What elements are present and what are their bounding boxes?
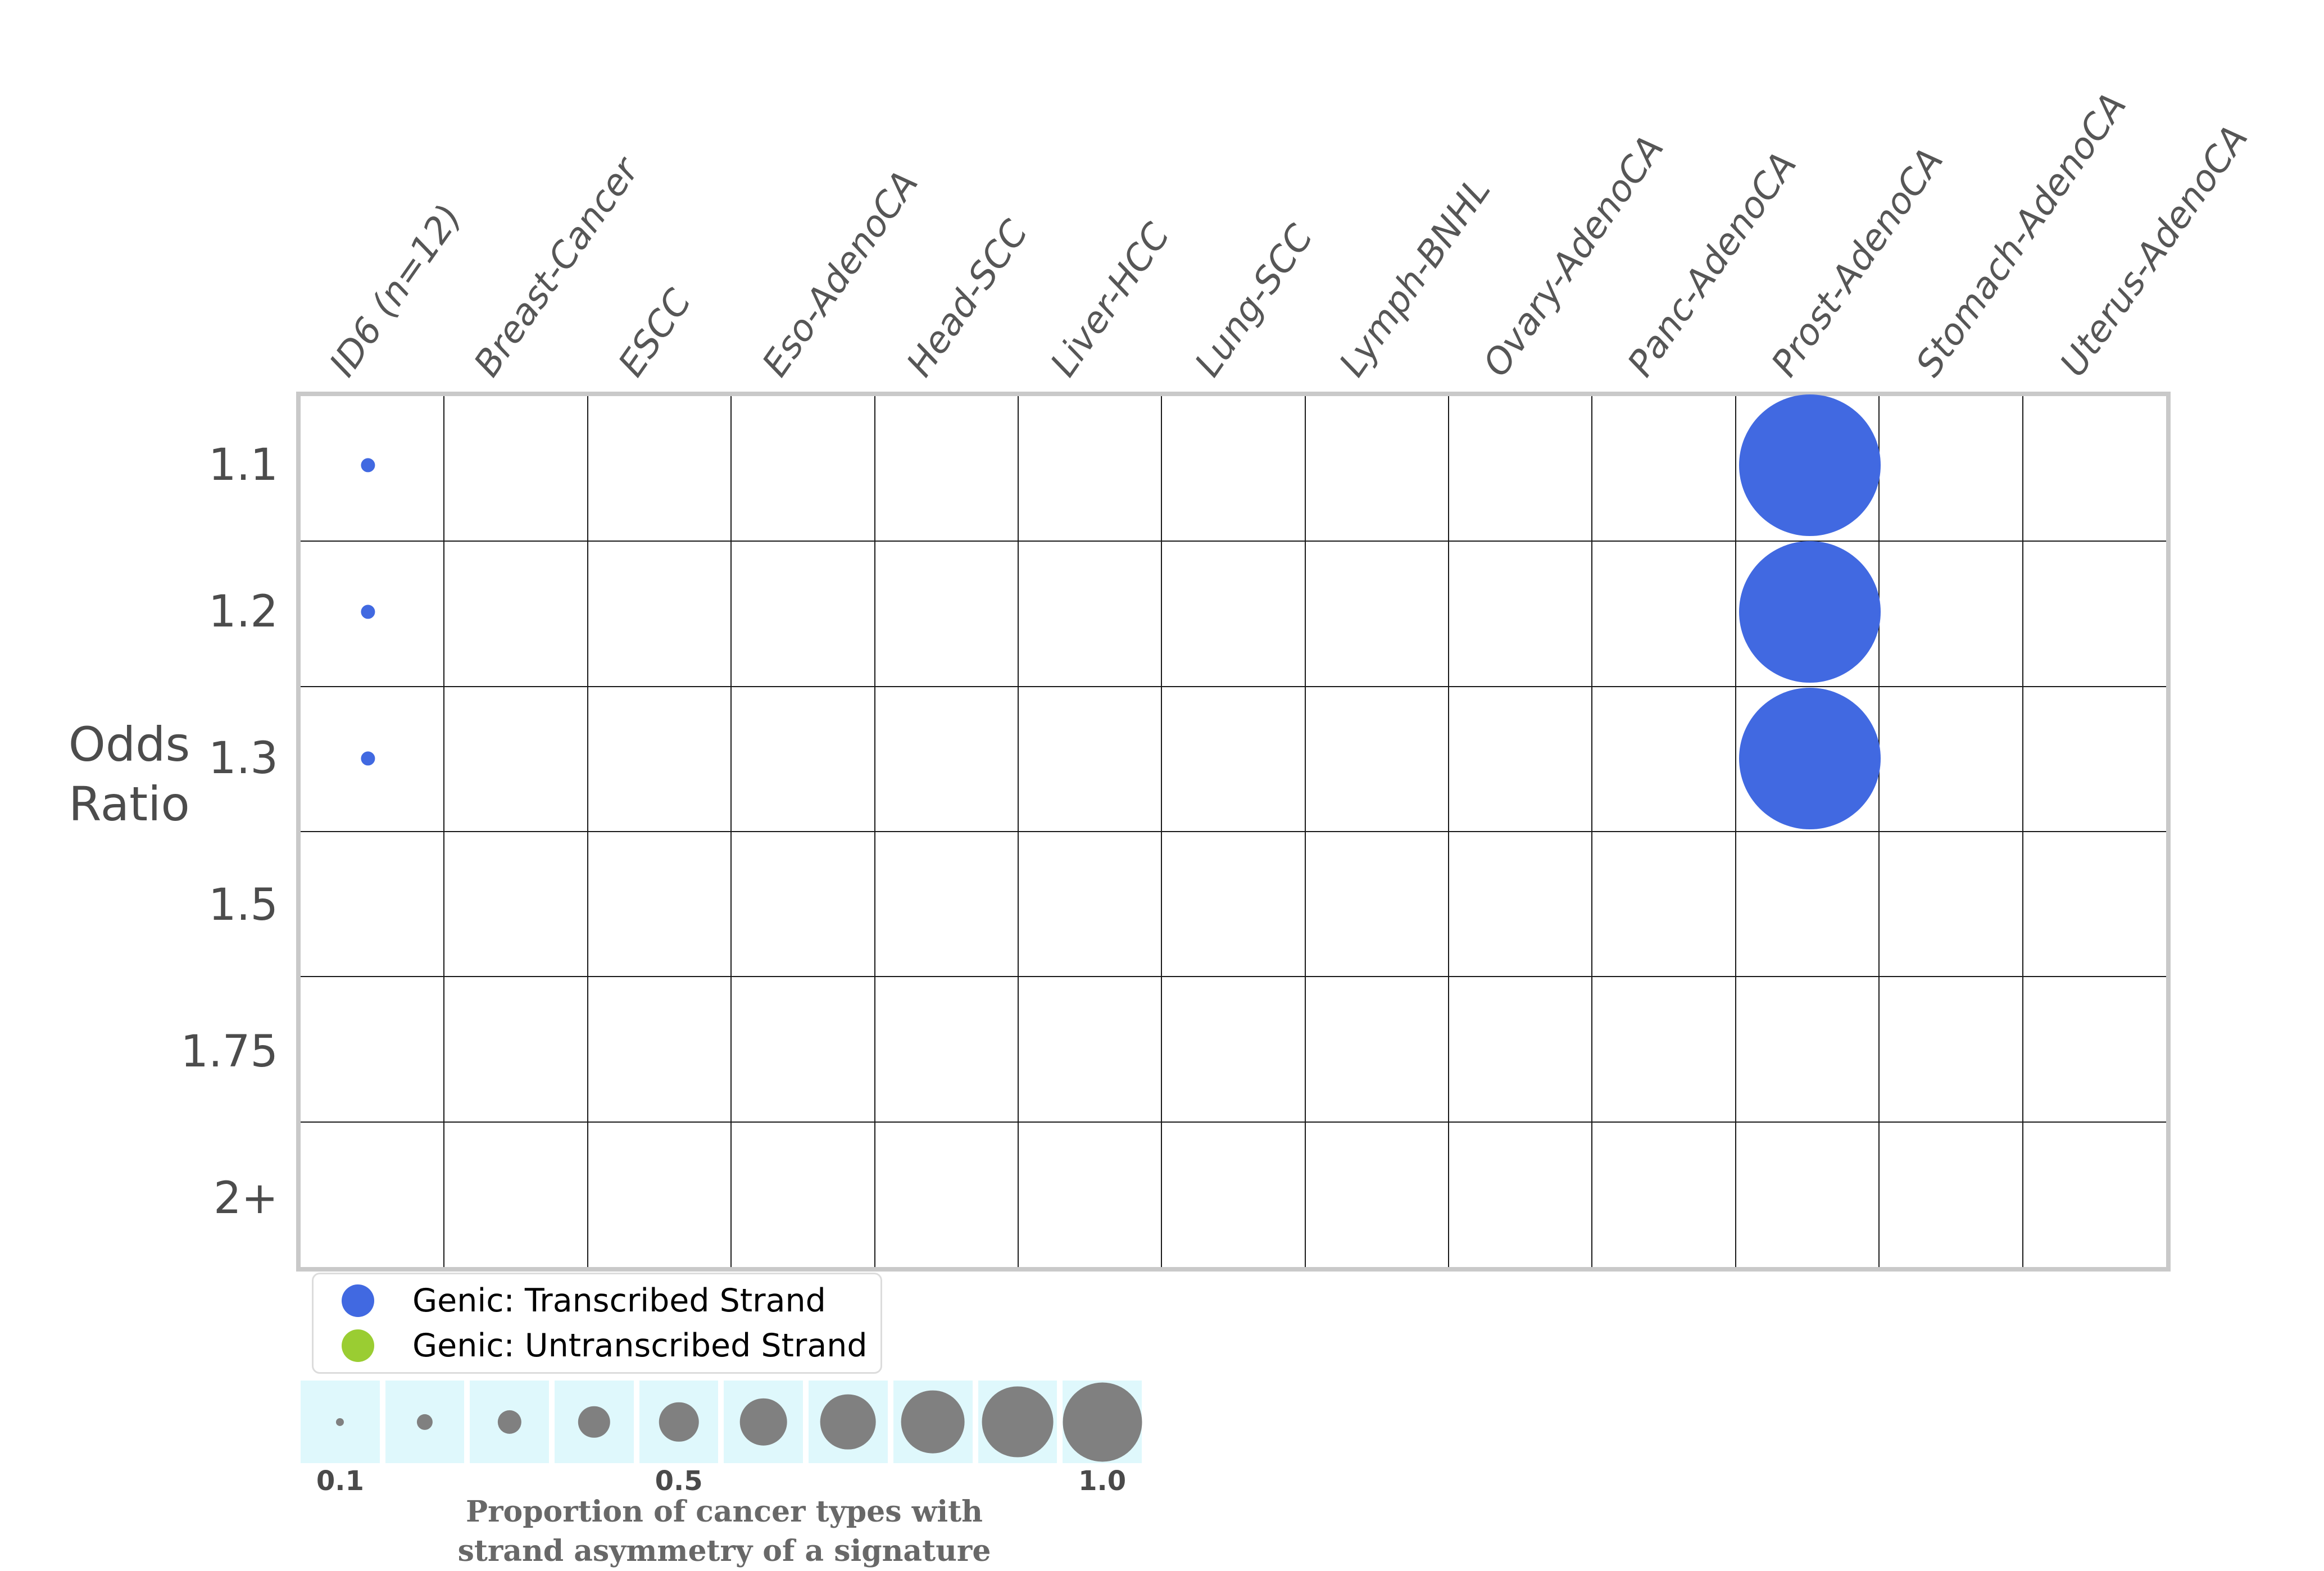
column-header: Lymph-BNHL bbox=[1331, 170, 1499, 384]
size-legend-strip bbox=[301, 1381, 1142, 1463]
column-header: Lung-SCC bbox=[1187, 217, 1322, 384]
size-legend-bubble bbox=[1063, 1382, 1142, 1461]
legend-row: Genic: Transcribed Strand bbox=[314, 1282, 880, 1319]
size-legend-caption: Proportion of cancer types with strand a… bbox=[275, 1492, 1174, 1571]
legend-label: Genic: Transcribed Strand bbox=[412, 1282, 826, 1319]
legend-label: Genic: Untranscribed Strand bbox=[412, 1327, 868, 1364]
size-legend-cell bbox=[639, 1381, 719, 1463]
legend-swatch-icon bbox=[342, 1329, 374, 1362]
legend-swatch-icon bbox=[342, 1284, 374, 1317]
column-header: ID6 (n=12) bbox=[322, 197, 471, 384]
size-legend-cell bbox=[301, 1381, 380, 1463]
column-header: Liver-HCC bbox=[1043, 216, 1178, 384]
data-bubble bbox=[361, 457, 375, 473]
size-legend-cell bbox=[893, 1381, 973, 1463]
size-legend-tick: 0.1 bbox=[316, 1465, 364, 1497]
data-bubble bbox=[1739, 394, 1881, 536]
row-label: 1.5 bbox=[208, 879, 278, 930]
plot-grid bbox=[296, 392, 2171, 1272]
size-legend-cell bbox=[978, 1381, 1057, 1463]
grid-hline bbox=[301, 976, 2166, 978]
size-legend-tick: 1.0 bbox=[1078, 1465, 1127, 1497]
size-legend-cell bbox=[385, 1381, 465, 1463]
size-legend-bubble bbox=[739, 1398, 788, 1446]
size-legend-cell bbox=[724, 1381, 804, 1463]
legend-row: Genic: Untranscribed Strand bbox=[314, 1327, 880, 1364]
size-legend-bubble bbox=[901, 1390, 965, 1454]
column-header: Head-SCC bbox=[898, 212, 1036, 384]
y-axis-title-line2: Ratio bbox=[69, 777, 190, 832]
data-bubble bbox=[1739, 541, 1881, 683]
y-axis-title: Odds Ratio bbox=[22, 715, 236, 834]
size-legend-caption-line2: strand asymmetry of a signature bbox=[457, 1534, 991, 1568]
size-legend-cell bbox=[470, 1381, 550, 1463]
grid-hline bbox=[301, 1121, 2166, 1123]
size-legend-bubble bbox=[820, 1394, 876, 1450]
series-legend: Genic: Transcribed Strand Genic: Untransc… bbox=[312, 1273, 882, 1374]
data-bubble bbox=[361, 751, 375, 766]
grid-hline bbox=[301, 685, 2166, 687]
column-header: ESCC bbox=[610, 281, 700, 384]
data-bubble bbox=[361, 604, 375, 619]
column-header: Eso-AdenoCA bbox=[754, 163, 927, 384]
size-legend-cell bbox=[809, 1381, 888, 1463]
row-label: 2+ bbox=[214, 1173, 278, 1224]
grid-hline bbox=[301, 831, 2166, 832]
size-legend-bubble bbox=[659, 1402, 699, 1442]
row-label: 1.1 bbox=[208, 439, 278, 491]
size-legend-bubble bbox=[497, 1410, 521, 1434]
data-bubble bbox=[1739, 687, 1881, 829]
size-legend-cell bbox=[555, 1381, 634, 1463]
y-axis-title-line1: Odds bbox=[68, 717, 190, 772]
grid-hline bbox=[301, 541, 2166, 542]
row-label: 1.3 bbox=[208, 733, 278, 784]
size-legend-cell bbox=[1063, 1381, 1142, 1463]
size-legend-caption-line1: Proportion of cancer types with bbox=[466, 1495, 983, 1529]
size-legend-bubble bbox=[416, 1414, 433, 1430]
size-legend-bubble bbox=[982, 1386, 1054, 1458]
row-label: 1.2 bbox=[208, 586, 278, 637]
size-legend-bubble bbox=[336, 1418, 344, 1426]
size-legend-tick: 0.5 bbox=[655, 1465, 703, 1497]
row-label: 1.75 bbox=[180, 1026, 278, 1077]
size-legend-bubble bbox=[578, 1406, 610, 1438]
